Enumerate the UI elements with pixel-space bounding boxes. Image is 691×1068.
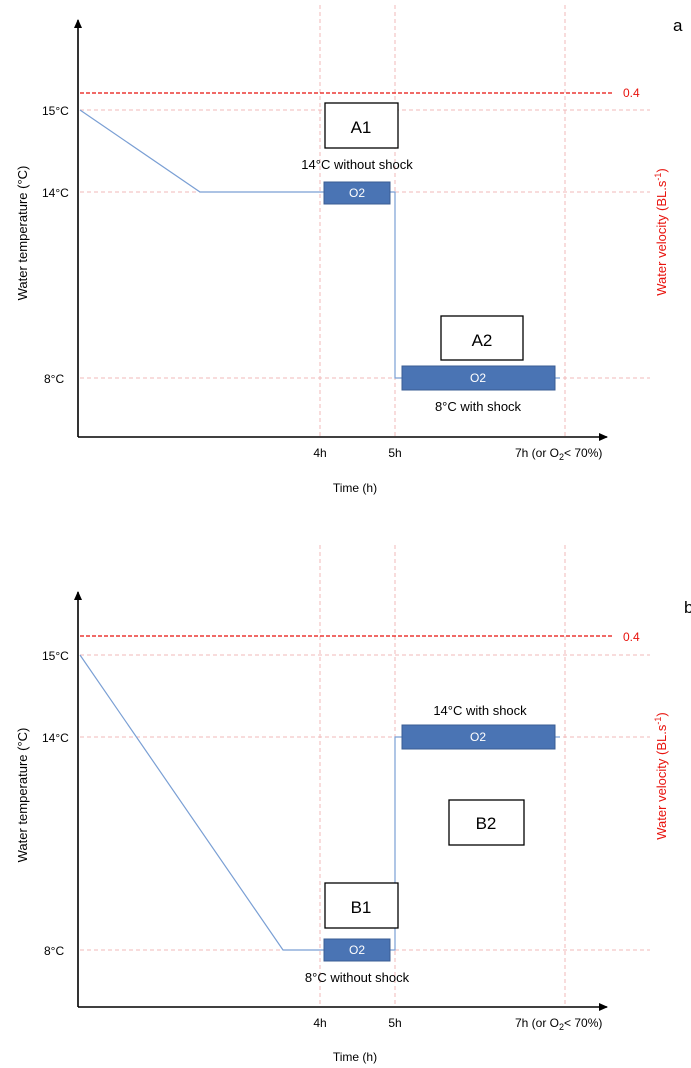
- stage1-caption: 8°C without shock: [305, 970, 410, 985]
- ytick-8: 8°C: [44, 944, 64, 958]
- stage2-label-box: [440, 315, 524, 361]
- panel-letter-b: b: [684, 598, 691, 617]
- xtick-end: 7h (or O2< 70%): [515, 1016, 602, 1032]
- temperature-profile: [79, 109, 402, 379]
- stage2-caption: 14°C with shock: [433, 703, 527, 718]
- o2-box-stage2: [401, 365, 556, 391]
- velocity-value: 0.4: [623, 86, 640, 100]
- xtick-end: 7h (or O2< 70%): [515, 446, 602, 462]
- grid-lines: [80, 5, 650, 437]
- stage1-caption: 14°C without shock: [301, 157, 413, 172]
- ytick-8: 8°C: [44, 372, 64, 386]
- stage1-label-box: [324, 102, 399, 149]
- y2-axis-label: Water velocity (BL.s-1): [653, 712, 669, 839]
- xtick-4h: 4h: [313, 446, 326, 460]
- stage1-label: B1: [351, 898, 372, 917]
- o2-box-stage2-label: O2: [470, 730, 486, 744]
- o2-box-stage1: [323, 938, 391, 962]
- ytick-14: 14°C: [42, 186, 69, 200]
- o2-box-stage2: [401, 724, 556, 750]
- stage2-label-box: [448, 799, 525, 846]
- panel-b: O2 O2 B1 8°C without shock B2 14°C with …: [15, 545, 691, 1064]
- y2-axis-label: Water velocity (BL.s-1): [653, 168, 669, 295]
- velocity-value: 0.4: [623, 630, 640, 644]
- ytick-15: 15°C: [42, 104, 69, 118]
- y-axis-label: Water temperature (°C): [15, 166, 30, 301]
- xtick-5h: 5h: [388, 446, 401, 460]
- stage1-label: A1: [351, 118, 372, 137]
- xtick-5h: 5h: [388, 1016, 401, 1030]
- stage2-label: A2: [472, 331, 493, 350]
- o2-box-stage1-label: O2: [349, 186, 365, 200]
- grid-lines: [80, 545, 650, 1007]
- x-axis-label: Time (h): [333, 481, 377, 495]
- ytick-14: 14°C: [42, 731, 69, 745]
- o2-box-stage1-label: O2: [349, 943, 365, 957]
- ytick-15: 15°C: [42, 649, 69, 663]
- xtick-4h: 4h: [313, 1016, 326, 1030]
- temperature-profile: [79, 654, 402, 951]
- stage1-label-box: [324, 882, 399, 929]
- stage2-label: B2: [476, 814, 497, 833]
- o2-box-stage1: [323, 181, 391, 205]
- stage2-caption: 8°C with shock: [435, 399, 522, 414]
- o2-box-stage2-label: O2: [470, 371, 486, 385]
- y-axis-label: Water temperature (°C): [15, 728, 30, 863]
- panel-a: O2 O2 A1 14°C without shock A2 8°C with …: [15, 5, 683, 495]
- panel-letter-a: a: [673, 16, 683, 35]
- x-axis-label: Time (h): [333, 1050, 377, 1064]
